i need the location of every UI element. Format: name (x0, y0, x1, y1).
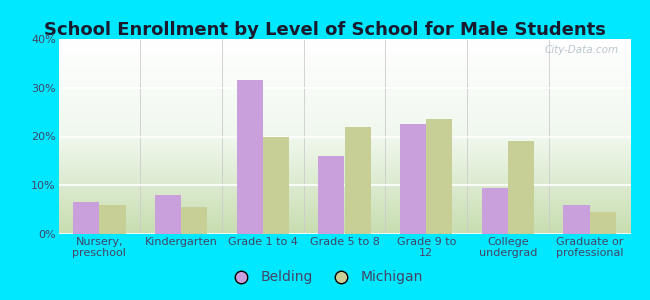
Bar (344, 127, 370, 234)
Bar (73, 202, 99, 234)
Bar (318, 156, 344, 234)
Bar (564, 205, 590, 234)
Bar (590, 212, 616, 234)
Bar (482, 188, 508, 234)
Bar (263, 136, 289, 234)
Legend: Belding, Michigan: Belding, Michigan (222, 265, 428, 290)
Bar (181, 207, 207, 234)
Bar (400, 124, 426, 234)
Bar (99, 205, 125, 234)
Text: School Enrollment by Level of School for Male Students: School Enrollment by Level of School for… (44, 21, 606, 39)
Bar (237, 80, 263, 234)
Bar (508, 141, 534, 234)
Text: City-Data.com: City-Data.com (545, 45, 619, 55)
Bar (155, 195, 181, 234)
Bar (426, 119, 452, 234)
